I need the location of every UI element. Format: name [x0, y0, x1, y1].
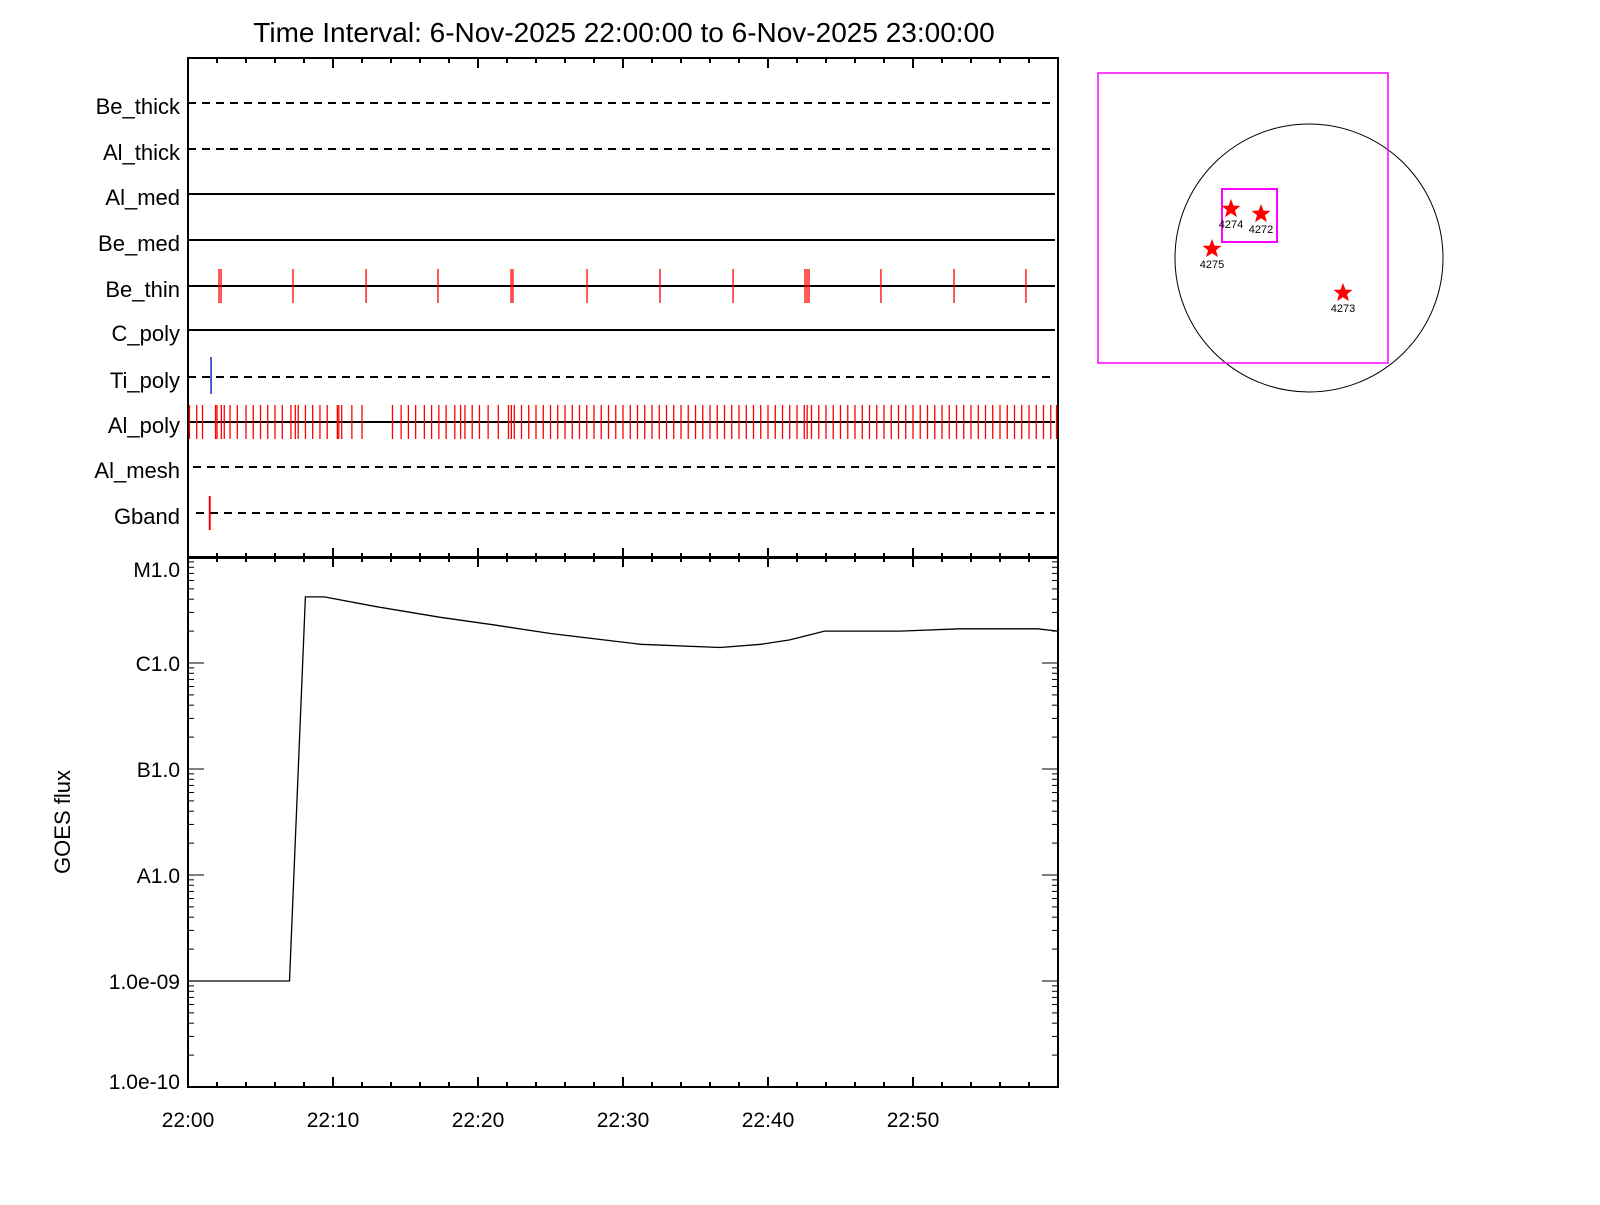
row-label: C_poly	[112, 321, 180, 346]
active-region-label: 4272	[1249, 224, 1273, 236]
sun-map: 4274 4272 4275 4273	[1097, 72, 1444, 393]
y-tick-label: B1.0	[137, 759, 180, 782]
panel-frame	[187, 556, 1059, 1088]
chart-title: Time Interval: 6-Nov-2025 22:00:00 to 6-…	[253, 17, 994, 48]
y-axis-label: GOES flux	[50, 770, 75, 874]
y-tick-label: M1.0	[133, 559, 180, 582]
fov-box	[1097, 72, 1389, 364]
row-label: Al_poly	[108, 413, 180, 438]
row-label: Al_mesh	[94, 458, 180, 483]
goes-flux-panel: M1.0 C1.0 B1.0 A1.0 1.0e-09 1.0e-10 22:00 22:10…	[109, 556, 1059, 1132]
x-tick-label: 22:30	[597, 1109, 650, 1132]
x-tick-label: 22:10	[307, 1109, 360, 1132]
active-region-label: 4273	[1331, 303, 1355, 315]
row-label: Al_med	[105, 185, 180, 210]
y-tick-label: C1.0	[136, 653, 180, 676]
y-tick-label: 1.0e-10	[109, 1071, 180, 1094]
active-region-star-icon	[1333, 283, 1353, 302]
active-region-label: 4274	[1219, 219, 1243, 231]
y-tick-label: A1.0	[137, 865, 180, 888]
x-tick-label: 22:50	[887, 1109, 940, 1132]
row-label: Al_thick	[103, 140, 181, 165]
row-label: Be_thick	[96, 94, 181, 119]
xrt-fov-box	[1221, 188, 1278, 243]
x-tick-label: 22:00	[162, 1109, 215, 1132]
row-label: Be_thin	[105, 277, 180, 302]
x-tick-label: 22:40	[742, 1109, 795, 1132]
filter-event-panel: Be_thick Al_thick Al_med Be_med Be_thin C_pol…	[94, 57, 1059, 559]
active-region-star-icon	[1202, 239, 1222, 258]
solar-limb	[1174, 123, 1444, 393]
row-label: Ti_poly	[110, 368, 180, 393]
row-label: Be_med	[98, 231, 180, 256]
y-tick-label: 1.0e-09	[109, 971, 180, 994]
active-region-label: 4275	[1200, 259, 1224, 271]
panel-frame	[187, 57, 1059, 559]
x-tick-label: 22:20	[452, 1109, 505, 1132]
goes-flux-line	[188, 596, 1059, 982]
active-region-star-icon	[1251, 204, 1271, 223]
row-label: Gband	[114, 504, 180, 529]
active-region-star-icon	[1221, 199, 1241, 218]
